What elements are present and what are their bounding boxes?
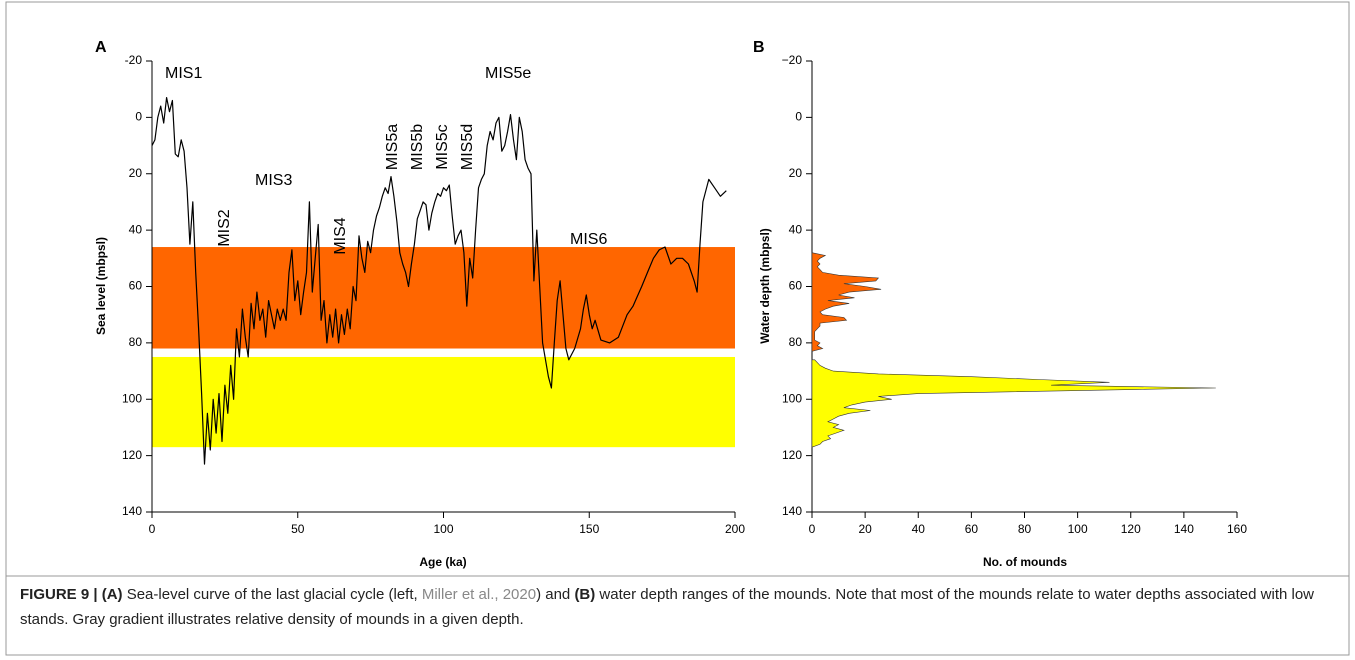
x-tick-label: 140 (1174, 522, 1194, 536)
panel-letter: B (753, 39, 765, 56)
caption-text: (B) (574, 586, 596, 603)
y-tick-label: 20 (129, 166, 143, 180)
y-tick-label: 100 (122, 391, 142, 405)
annotation: MIS6 (570, 231, 607, 248)
x-tick-label: 0 (149, 522, 156, 536)
mound-count-area (811, 359, 1216, 448)
y-tick-label: 80 (129, 335, 143, 349)
x-tick-label: 120 (1121, 522, 1141, 536)
x-tick-label: 20 (858, 522, 872, 536)
y-axis-title: Sea level (mbpsl) (94, 237, 108, 335)
annotation: MIS5e (485, 65, 531, 82)
y-tick-label: 120 (122, 448, 142, 462)
y-tick-label: −20 (782, 53, 803, 67)
annotation: MIS5d (459, 124, 476, 170)
sea-level-line (151, 97, 727, 465)
x-tick-label: 200 (725, 522, 745, 536)
annotation: MIS5a (384, 124, 401, 170)
y-tick-label: -20 (125, 53, 143, 67)
y-tick-label: 140 (782, 504, 802, 518)
y-tick-label: 0 (795, 110, 802, 124)
annotation: MIS4 (332, 217, 349, 254)
caption-citation: Miller et al., 2020 (421, 586, 537, 603)
y-tick-label: 40 (789, 222, 803, 236)
figure-border (5, 1, 1350, 656)
x-tick-label: 80 (1018, 522, 1032, 536)
annotation: MIS5c (434, 124, 451, 169)
y-tick-label: 60 (129, 279, 143, 293)
annotation: MIS5b (409, 124, 426, 170)
x-tick-label: 160 (1227, 522, 1247, 536)
x-tick-label: 100 (1068, 522, 1088, 536)
y-tick-label: 140 (122, 504, 142, 518)
caption-text: water depth ranges of the mounds. Note t… (20, 586, 1314, 628)
annotation: MIS3 (255, 172, 292, 189)
y-tick-label: 80 (789, 335, 803, 349)
y-tick-label: 20 (789, 166, 803, 180)
annotation: MIS1 (165, 65, 202, 82)
caption-text: ) and (536, 586, 575, 603)
x-tick-label: 40 (912, 522, 926, 536)
x-tick-label: 100 (433, 522, 453, 536)
y-tick-label: 0 (135, 110, 142, 124)
caption-text: Sea-level curve of the last glacial cycl… (122, 586, 422, 603)
caption: FIGURE 9 | (A) Sea-level curve of the la… (20, 582, 1320, 632)
y-tick-label: 120 (782, 448, 802, 462)
panel-letter: A (95, 39, 107, 56)
x-axis-title: No. of mounds (983, 555, 1067, 569)
mound-count-area (811, 252, 882, 352)
x-tick-label: 0 (809, 522, 816, 536)
x-tick-label: 60 (965, 522, 979, 536)
y-tick-label: 100 (782, 391, 802, 405)
y-tick-label: 40 (129, 222, 143, 236)
depth-band (152, 356, 735, 448)
y-tick-label: 60 (789, 279, 803, 293)
x-tick-label: 50 (291, 522, 305, 536)
caption-text: FIGURE 9 | (A) (20, 586, 123, 603)
y-axis-title: Water depth (mbpsl) (758, 228, 772, 344)
x-tick-label: 150 (579, 522, 599, 536)
x-axis-title: Age (ka) (419, 555, 466, 569)
depth-band (152, 247, 735, 349)
annotation: MIS2 (216, 209, 233, 246)
